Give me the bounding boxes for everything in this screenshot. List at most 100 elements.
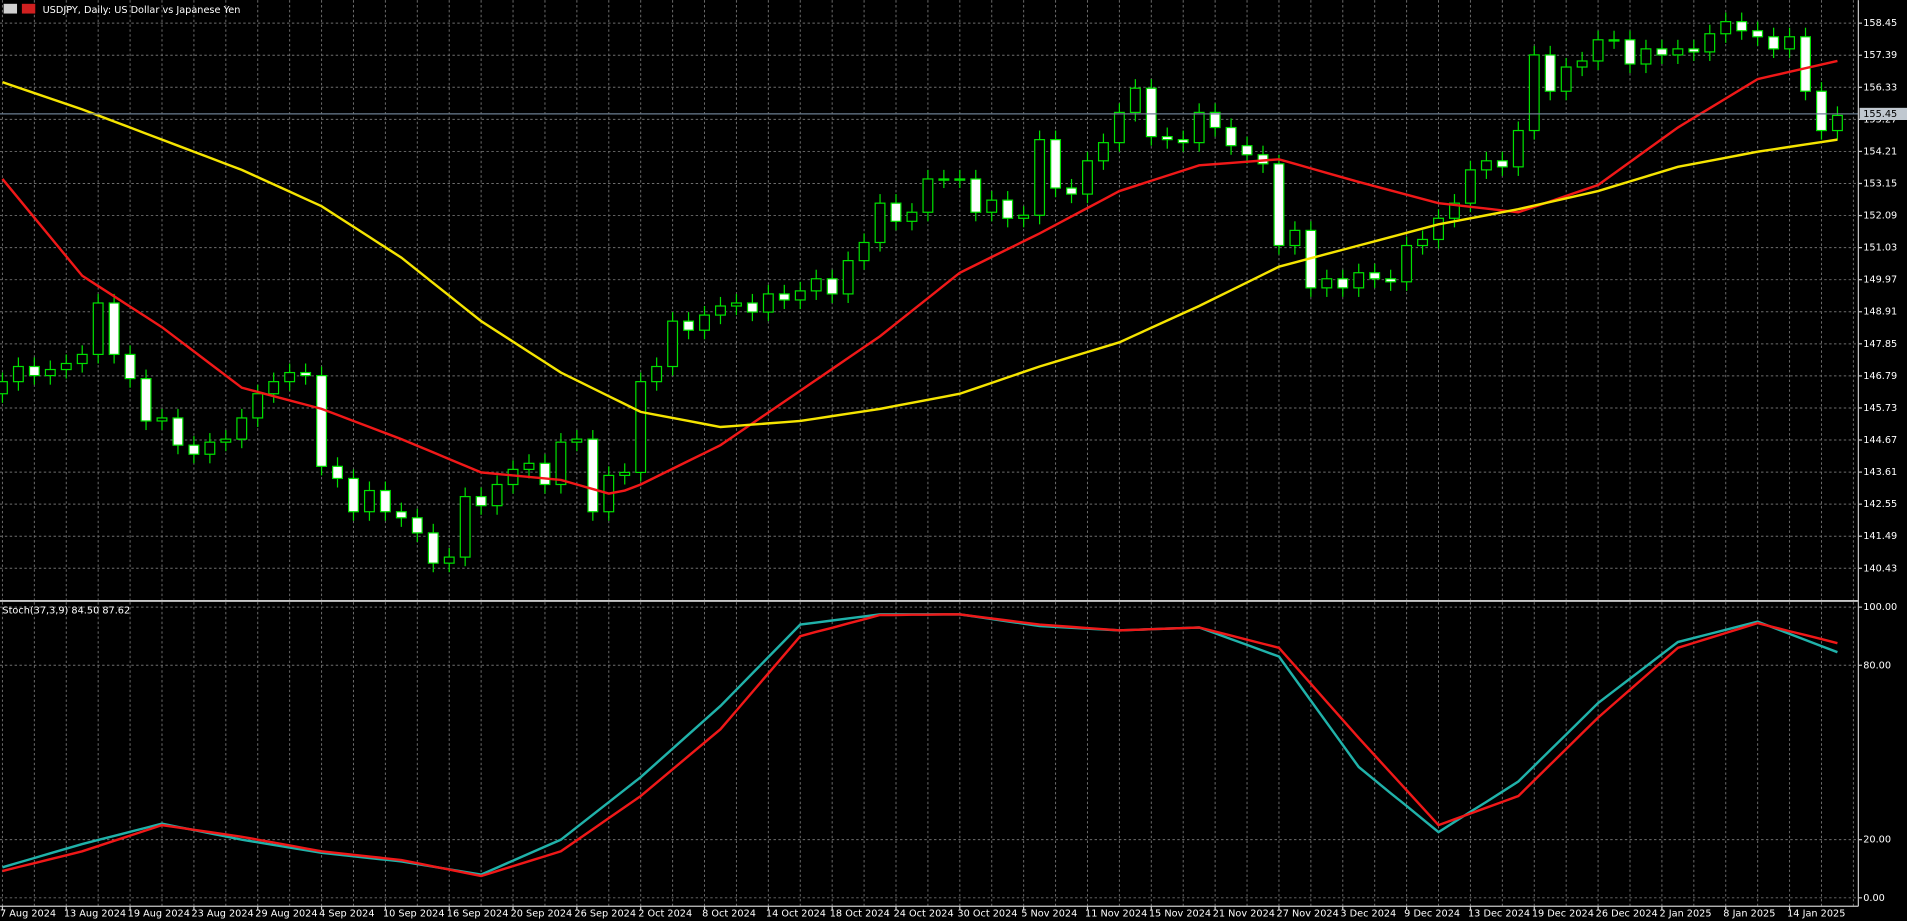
candle-body: [699, 314, 710, 331]
candle-body: [1417, 238, 1429, 247]
x-tick-label: 2 Oct 2024: [638, 909, 692, 920]
candle-body: [1704, 33, 1716, 53]
candle-body: [1193, 111, 1205, 144]
candle-body: [427, 532, 439, 564]
candle-body: [76, 353, 88, 365]
candle-body: [922, 178, 934, 213]
candle-body: [284, 371, 296, 383]
candle-body: [1145, 87, 1157, 138]
candle-body: [459, 495, 471, 558]
candle-body: [236, 417, 248, 440]
candle-body: [1097, 142, 1109, 162]
candle-body: [1241, 145, 1253, 156]
candle-body: [651, 365, 663, 383]
candle-body: [204, 441, 216, 455]
candle-body: [667, 320, 679, 368]
x-tick-label: 10 Sep 2024: [383, 909, 445, 920]
candle-body: [1592, 39, 1604, 62]
x-tick-label: 23 Aug 2024: [191, 909, 253, 920]
candle-body: [1066, 187, 1077, 195]
x-tick-label: 5 Nov 2024: [1021, 909, 1077, 920]
candle-body: [635, 381, 647, 474]
candle-body: [1464, 169, 1476, 204]
candle-body: [1337, 278, 1349, 289]
candle-body: [300, 371, 312, 377]
candle-body: [12, 365, 24, 383]
x-tick-label: 19 Dec 2024: [1532, 909, 1594, 920]
x-tick-label: 19 Aug 2024: [128, 909, 190, 920]
candle-body: [1831, 114, 1843, 132]
candle-body: [252, 393, 264, 419]
x-tick-label: 9 Dec 2024: [1404, 909, 1460, 920]
candle-body: [156, 417, 168, 422]
candle-body: [28, 365, 40, 377]
y-tick-label: 143.61: [1863, 467, 1897, 478]
current-price-box: [1859, 107, 1907, 120]
candle-body: [1816, 90, 1827, 132]
y-tick-label: 158.45: [1863, 18, 1897, 29]
candle-body: [332, 465, 343, 480]
candle-body: [1082, 160, 1093, 195]
y-tick-label: 149.97: [1863, 275, 1897, 286]
candle-body: [1289, 229, 1301, 247]
candle-body: [1624, 39, 1636, 65]
candle-body: [140, 378, 152, 422]
x-tick-label: 26 Dec 2024: [1596, 909, 1658, 920]
x-tick-label: 16 Sep 2024: [447, 909, 509, 920]
candle-body: [348, 477, 359, 513]
current-price-label: 155.45: [1863, 109, 1897, 120]
candle-body: [746, 302, 758, 313]
candle-body: [1209, 111, 1221, 129]
candle-body: [0, 381, 8, 395]
candle-body: [1800, 36, 1811, 92]
candle-body: [810, 278, 822, 292]
candle-body: [986, 199, 998, 213]
candle-body: [1640, 48, 1652, 65]
candle-body: [619, 471, 631, 477]
candle-body: [874, 202, 886, 244]
candle-body: [1018, 214, 1030, 219]
y-tick-label: 152.09: [1863, 211, 1897, 222]
candle-body: [1752, 30, 1764, 38]
axes: 158.45157.39156.33155.27154.21153.15152.…: [0, 18, 1907, 920]
candle-body: [730, 302, 742, 307]
x-tick-label: 3 Dec 2024: [1340, 909, 1396, 920]
candle-body: [379, 489, 391, 513]
candle-body: [395, 511, 407, 519]
x-tick-label: 21 Nov 2024: [1213, 909, 1275, 920]
stochastic-line: [2, 613, 1838, 878]
candle-body: [954, 178, 966, 181]
candle-body: [1608, 39, 1620, 42]
x-tick-label: 11 Nov 2024: [1085, 909, 1147, 920]
candle-body: [1129, 87, 1141, 114]
y-tick-label: 151.03: [1863, 243, 1897, 254]
indicator-title: Stoch(37,3,9) 84.50 87.62: [2, 606, 130, 617]
candle-body: [858, 241, 870, 262]
candle-body: [1672, 48, 1684, 56]
candle-body: [60, 362, 72, 371]
x-tick-label: 8 Jan 2025: [1723, 909, 1775, 920]
candle-body: [1656, 48, 1668, 56]
candle-body: [1385, 278, 1397, 283]
x-tick-label: 29 Aug 2024: [255, 909, 317, 920]
candle-body: [539, 462, 551, 486]
x-tick-label: 24 Oct 2024: [894, 909, 954, 920]
y-tick-label: 144.67: [1863, 435, 1897, 446]
candle-body: [1480, 160, 1492, 171]
candle-body: [683, 320, 695, 331]
candle-body: [938, 178, 950, 181]
candle-body: [1512, 129, 1524, 168]
candle-body: [1321, 278, 1333, 289]
candle-body: [715, 305, 726, 316]
candle-body: [1225, 126, 1237, 147]
x-tick-label: 15 Nov 2024: [1149, 909, 1211, 920]
candle-body: [44, 368, 56, 377]
x-tick-label: 14 Oct 2024: [766, 909, 826, 920]
candle-body: [970, 178, 982, 213]
candle-body: [491, 483, 503, 507]
x-tick-label: 14 Jan 2025: [1787, 909, 1845, 920]
candle-body: [794, 290, 806, 301]
x-tick-label: 7 Aug 2024: [0, 909, 56, 920]
